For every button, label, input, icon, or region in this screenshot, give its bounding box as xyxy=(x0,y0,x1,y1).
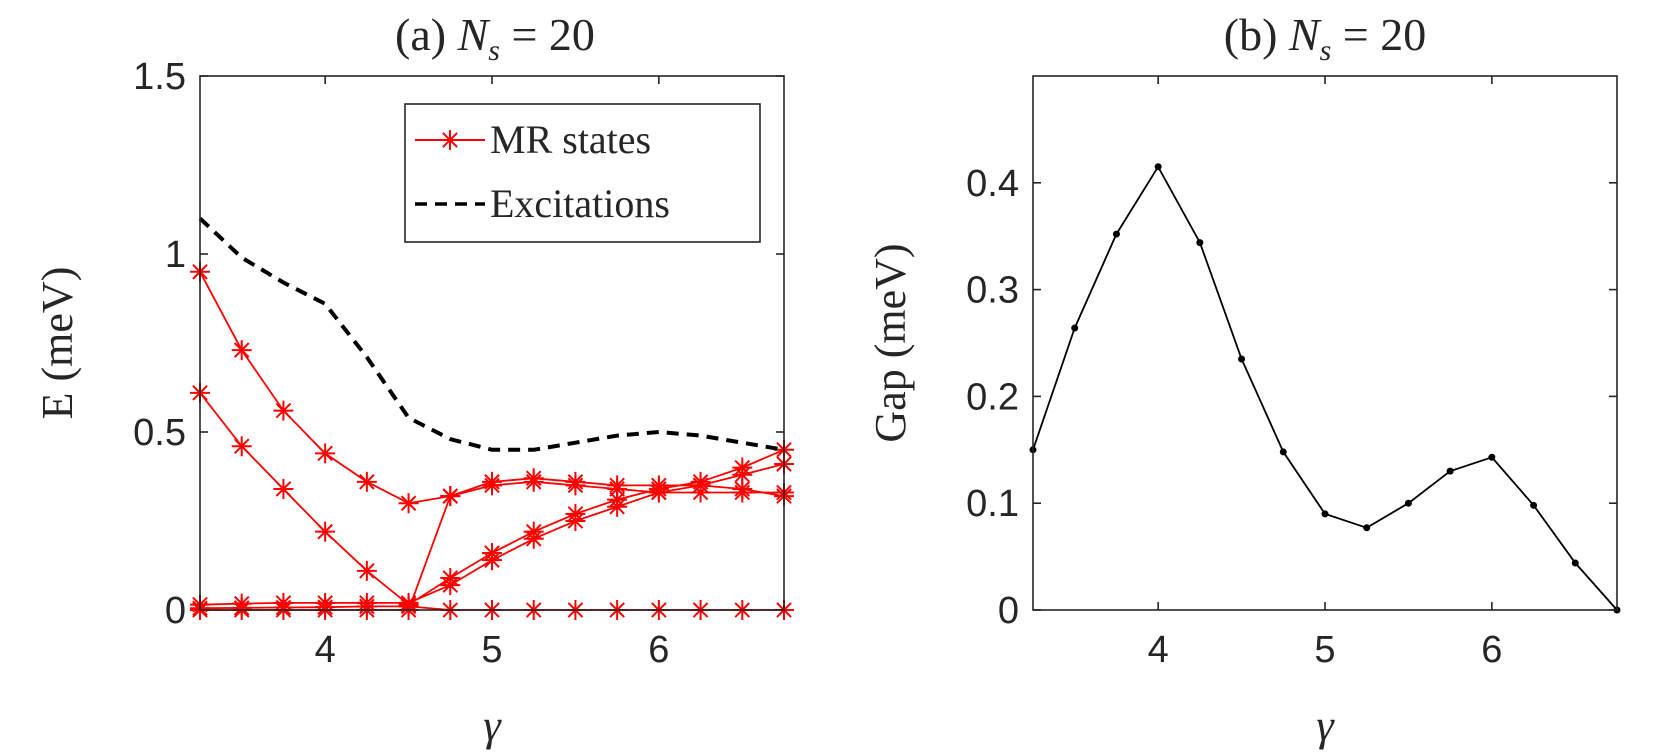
mr-state-marker xyxy=(231,340,252,361)
mr-state-marker-stroke xyxy=(442,577,459,593)
panel-a-legend: MR states Excitations xyxy=(404,103,761,243)
gap-point xyxy=(1446,467,1454,475)
mr-state-marker-stroke xyxy=(525,531,542,547)
gap-point xyxy=(1404,499,1412,507)
mr-state-marker xyxy=(482,550,502,571)
gap-point xyxy=(1279,448,1287,456)
panel-b-ytick-label: 0.3 xyxy=(966,270,1019,312)
panel-b-xtick-label: 5 xyxy=(1314,629,1335,671)
mr-state-marker xyxy=(607,496,628,517)
mr-state-marker-stroke xyxy=(609,477,625,494)
legend-box xyxy=(404,103,761,243)
mr-state-marker-stroke xyxy=(484,552,500,568)
mr-state-marker-stroke xyxy=(484,474,500,490)
excitations-dashed-line xyxy=(198,216,785,452)
mr-state-marker xyxy=(356,560,377,581)
panel-b-title: (b) Ns = 20 xyxy=(1224,9,1426,67)
mr-state-marker xyxy=(398,493,419,514)
panel-a-title: (a) Ns = 20 xyxy=(395,9,595,67)
panel-a-axes-frame xyxy=(199,75,785,611)
panel-b-xtick-label: 6 xyxy=(1481,629,1502,671)
gap-point xyxy=(1154,163,1162,171)
gap-point xyxy=(1488,453,1496,461)
panel-b-ylabel: Gap (meV) xyxy=(866,243,915,442)
mr-state-marker-stroke xyxy=(567,474,584,490)
panel-a-ytick-label: 1.5 xyxy=(133,56,186,98)
mr-state-marker-stroke xyxy=(359,474,375,490)
panel-b-xtick-label: 4 xyxy=(1148,629,1169,671)
gap-point xyxy=(1571,559,1579,567)
panel-b-axes-frame xyxy=(1032,75,1618,611)
mr-state-marker xyxy=(440,575,461,596)
panel-b: (b) Ns = 20 4 5 6 0 0.1 0.2 0.3 0.4 γ Gap (meV) xyxy=(866,9,1621,750)
panel-a-ytick-label: 0 xyxy=(165,590,186,632)
gap-point xyxy=(1530,501,1538,509)
panel-b-plot-area xyxy=(1029,163,1621,614)
panel-a-xtick-label: 5 xyxy=(481,629,502,671)
mr-state-marker xyxy=(523,468,544,489)
mr-state-marker xyxy=(565,471,586,492)
gap-point xyxy=(1112,230,1120,238)
mr-state-marker xyxy=(273,400,294,421)
mr-state-marker-stroke xyxy=(609,498,625,515)
mr-state-marker xyxy=(648,475,669,496)
mr-state-marker-stroke xyxy=(317,445,333,462)
panel-a-xtick-label: 4 xyxy=(315,629,336,671)
panel-b-xlabel: γ xyxy=(1316,701,1335,750)
gap-point xyxy=(1363,524,1371,532)
mr-state-marker-stroke xyxy=(400,495,417,511)
panel-a-ytick-label: 0.5 xyxy=(133,412,186,454)
panel-b-ytick-label: 0.4 xyxy=(966,163,1019,205)
mr-state-marker-stroke xyxy=(525,470,542,487)
panel-a-xtick-label: 6 xyxy=(648,629,669,671)
mr-state-marker xyxy=(565,511,586,531)
mr-state-marker-stroke xyxy=(567,513,584,529)
mr-state-marker xyxy=(440,486,461,507)
panel-b-ticks: 4 5 6 0 0.1 0.2 0.3 0.4 xyxy=(966,76,1617,671)
mr-state-marker xyxy=(732,478,753,499)
mr-state-marker-stroke xyxy=(692,477,709,494)
legend-mr-star-marker xyxy=(440,130,460,150)
mr-state-marker-stroke xyxy=(275,402,292,419)
mr-state-marker xyxy=(482,471,502,492)
panel-b-ytick-label: 0 xyxy=(998,590,1019,632)
mr-state-marker-stroke xyxy=(359,563,375,579)
panel-a: (a) Ns = 20 4 5 6 0 0.5 1 1.5 MR states Excita… xyxy=(33,9,794,750)
mr-state-marker xyxy=(356,471,377,492)
mr-state-marker-stroke xyxy=(734,481,751,497)
mr-state-marker-stroke xyxy=(651,477,667,494)
panel-a-ticks: 4 5 6 0 0.5 1 1.5 xyxy=(133,56,784,671)
mr-state-marker-stroke xyxy=(233,342,250,358)
panel-a-ylabel: E (meV) xyxy=(33,267,82,420)
mr-state-marker xyxy=(315,521,336,542)
gap-point xyxy=(1238,355,1246,363)
mr-state-marker xyxy=(523,528,544,549)
mr-state-marker-stroke xyxy=(442,488,459,504)
legend-mr-star xyxy=(440,130,460,150)
mr-state-marker xyxy=(607,475,628,496)
mr-state-marker xyxy=(231,436,252,457)
panel-a-xlabel: γ xyxy=(483,701,502,750)
mr-state-marker-stroke xyxy=(317,523,333,540)
legend-mr-label: MR states xyxy=(490,117,651,162)
gap-point xyxy=(1071,324,1079,332)
panel-b-ytick-label: 0.2 xyxy=(966,376,1019,418)
legend-mr-star-stroke xyxy=(442,132,458,148)
mr-state-marker xyxy=(273,478,294,499)
mr-state-marker xyxy=(315,443,336,464)
panel-b-ytick-label: 0.1 xyxy=(966,483,1019,525)
mr-state-marker-stroke xyxy=(275,481,292,497)
legend-excitations-label: Excitations xyxy=(490,181,670,226)
mr-state-marker xyxy=(690,475,711,496)
mr-state-marker-stroke xyxy=(233,438,250,455)
gap-point xyxy=(1321,510,1329,518)
panel-a-ytick-label: 1 xyxy=(165,234,186,276)
gap-point xyxy=(1196,239,1204,247)
mr-state-marker-stroke xyxy=(734,466,751,483)
